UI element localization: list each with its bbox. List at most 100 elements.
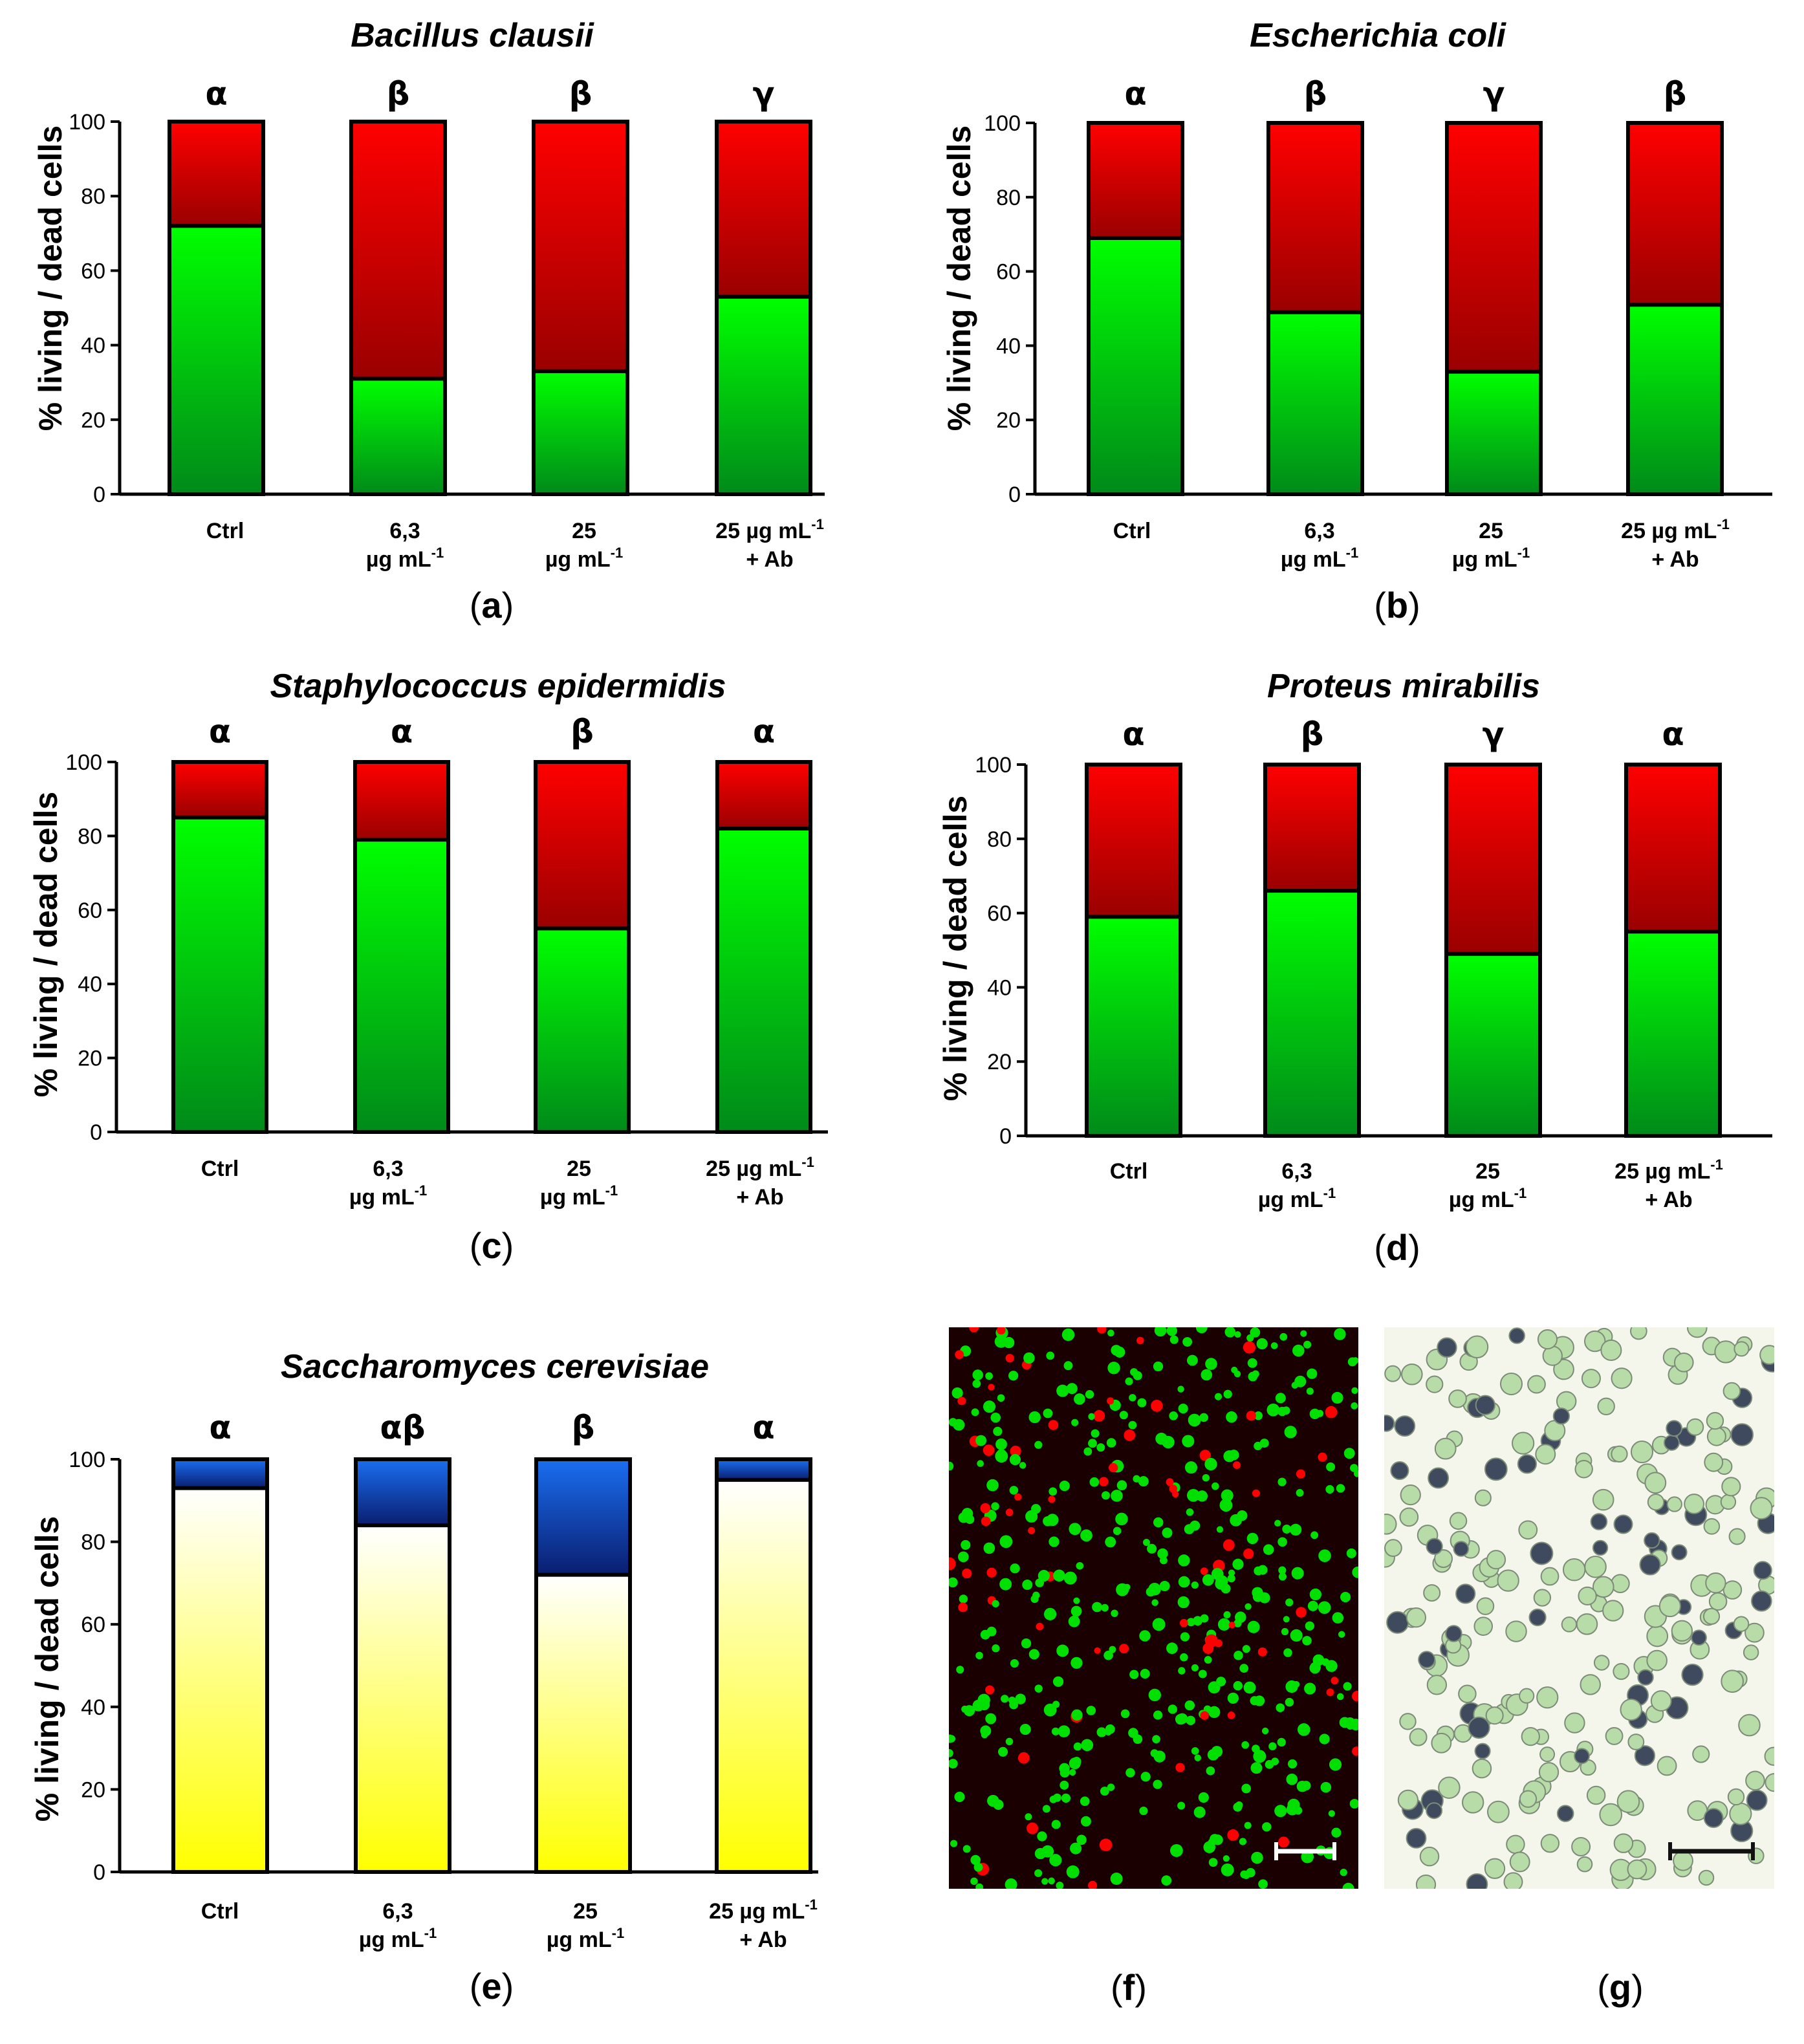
cell <box>1409 1728 1428 1746</box>
cell <box>1257 1647 1267 1657</box>
cell <box>985 1372 993 1380</box>
cell <box>1691 1629 1707 1646</box>
cell <box>1453 1541 1470 1557</box>
cell <box>1184 1461 1198 1474</box>
cell <box>1199 1450 1212 1461</box>
cell <box>962 1845 971 1853</box>
cell <box>1125 1377 1133 1386</box>
cell <box>1177 1713 1188 1724</box>
cell <box>1336 1484 1345 1493</box>
significance-label: β <box>571 713 594 750</box>
y-tick-label: 100 <box>69 110 105 135</box>
cell <box>986 1567 997 1578</box>
cell <box>1069 1768 1076 1776</box>
cell <box>1673 1352 1694 1373</box>
cell <box>1319 1734 1330 1745</box>
cell <box>1346 1548 1356 1558</box>
cell <box>1052 1701 1060 1708</box>
cell <box>1274 1519 1281 1527</box>
cell <box>1254 1695 1265 1706</box>
chart-title: Saccharomyces cerevisiae <box>281 1348 709 1386</box>
panel-letter: (a) <box>470 585 514 625</box>
category-label: µg mL-1 <box>1281 545 1358 572</box>
cell <box>1059 1763 1070 1774</box>
cell <box>1309 1408 1320 1420</box>
cell <box>1152 1618 1166 1631</box>
significance-label: α <box>209 1409 231 1446</box>
cell <box>1468 1716 1490 1739</box>
y-tick-label: 80 <box>987 827 1012 852</box>
cell <box>994 1335 1008 1348</box>
cell <box>1602 1600 1624 1622</box>
cell <box>1252 1745 1260 1753</box>
cell <box>1304 1682 1316 1695</box>
bar-dead <box>173 1459 267 1488</box>
category-label: µg mL-1 <box>540 1182 618 1210</box>
cell <box>1310 1531 1319 1539</box>
bar-outline <box>534 1457 632 1874</box>
cell <box>961 1705 968 1713</box>
cell <box>1153 1779 1162 1789</box>
cell <box>1347 1357 1357 1367</box>
y-tick-label: 0 <box>93 483 105 507</box>
cell <box>1499 1373 1523 1396</box>
cell <box>1476 1597 1495 1615</box>
category-label: µg mL-1 <box>1449 1185 1527 1212</box>
bar-outline <box>168 120 265 496</box>
cell <box>1282 1524 1292 1534</box>
y-axis-label: % living / dead cells <box>32 125 69 431</box>
cell <box>1553 1358 1574 1380</box>
cell <box>1592 1488 1614 1511</box>
category-label: + Ab <box>746 547 793 572</box>
cell <box>1630 1327 1647 1340</box>
cell <box>1110 1873 1123 1885</box>
y-tick-label: 100 <box>975 753 1012 777</box>
cell <box>1292 1344 1305 1357</box>
cell <box>1101 1604 1109 1612</box>
cell <box>1706 1411 1724 1430</box>
cell <box>1136 1336 1144 1345</box>
cell <box>1332 1612 1344 1624</box>
cell <box>1046 1351 1055 1360</box>
cell <box>1025 1510 1038 1523</box>
cell <box>1151 1400 1163 1412</box>
cell <box>1586 1785 1606 1805</box>
panel-letter: (f) <box>1111 1967 1147 2008</box>
cell <box>981 1516 991 1527</box>
cell <box>1340 1869 1347 1876</box>
cell <box>1150 1749 1158 1757</box>
cell <box>1228 1450 1239 1461</box>
cell <box>1153 1710 1163 1720</box>
y-tick-label: 40 <box>996 334 1021 358</box>
cell <box>1276 1703 1285 1713</box>
category-label: Ctrl <box>201 1157 239 1181</box>
bar-outline <box>354 1457 451 1874</box>
cell <box>1458 1684 1477 1704</box>
cell <box>959 1594 968 1604</box>
cell <box>1009 1700 1019 1710</box>
cell <box>1085 1389 1094 1399</box>
significance-label: α <box>752 1409 774 1446</box>
cell <box>1059 1481 1070 1492</box>
cell <box>1611 1445 1628 1463</box>
cell <box>1666 1496 1682 1512</box>
significance-label: γ <box>1483 75 1505 113</box>
y-tick-label: 0 <box>999 1124 1012 1149</box>
cell <box>1318 1549 1331 1562</box>
cell <box>1073 1597 1080 1604</box>
cell <box>1094 1647 1101 1654</box>
cell <box>1506 1834 1525 1854</box>
significance-label: α <box>391 713 413 750</box>
cell <box>1212 1482 1219 1490</box>
micrograph-g: (g) <box>1384 1327 1774 2008</box>
cell <box>1320 1781 1332 1793</box>
cell <box>1401 1363 1423 1386</box>
cell <box>980 1725 992 1737</box>
cell <box>1124 1583 1131 1591</box>
cell <box>1091 1429 1100 1438</box>
cell <box>1419 1846 1440 1867</box>
cell <box>1352 1746 1358 1756</box>
cell <box>1519 1790 1538 1808</box>
cell <box>1564 1712 1585 1734</box>
panel-letter: (b) <box>1374 585 1420 625</box>
